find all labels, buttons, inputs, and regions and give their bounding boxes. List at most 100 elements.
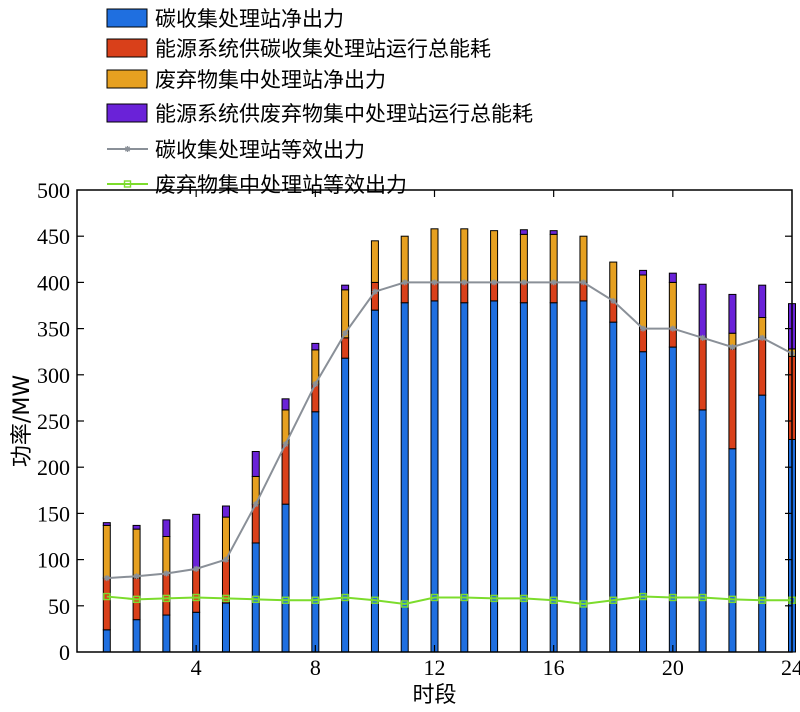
bar-s1-x8 [311, 411, 320, 653]
bar-s4-x5 [221, 505, 230, 518]
point-s5-x11 [401, 279, 408, 286]
bar-s3-x18 [609, 261, 618, 302]
point-s6-x22 [728, 595, 737, 604]
x-tick-label-12: 12 [424, 655, 446, 680]
y-tick-label-450: 450 [37, 224, 70, 249]
bar-s2-x23 [758, 337, 767, 396]
y-tick-label-50: 50 [48, 594, 70, 619]
legend-label-6: 废弃物集中处理站等效出力 [155, 173, 407, 197]
bar-s3-x20 [668, 281, 677, 330]
y-tick-label-350: 350 [37, 317, 70, 342]
point-s6-x3 [162, 594, 171, 603]
point-s6-x2 [132, 595, 141, 604]
bar-s4-x2 [132, 524, 141, 530]
point-s6-x6 [252, 595, 260, 604]
legend-label-4: 能源系统供废弃物集中处理站运行总能耗 [155, 102, 533, 126]
point-s6-x8 [311, 596, 320, 604]
bar-s4-x20 [668, 272, 677, 283]
bar-s3-x10 [370, 240, 379, 283]
bar-s2-x11 [400, 281, 409, 304]
bar-s1-x2 [132, 619, 141, 653]
point-s5-x6 [252, 501, 259, 508]
x-tick-label-16: 16 [543, 655, 565, 680]
bar-s1-x11 [400, 302, 409, 653]
point-s5-x16 [550, 279, 557, 286]
point-s5-x1 [103, 575, 110, 582]
bar-s1-x9 [341, 357, 350, 653]
bar-s2-x15 [519, 281, 528, 304]
point-s6-x16 [549, 596, 558, 604]
bar-s1-x5 [221, 602, 230, 653]
legend-label-5: 碳收集处理站等效出力 [155, 138, 365, 162]
point-s6-x7 [281, 596, 290, 604]
bar-s4-x22 [728, 293, 737, 334]
bar-s3-x16 [549, 233, 558, 283]
point-s6-x15 [520, 594, 528, 603]
bar-s2-x4 [192, 568, 201, 613]
point-s5-x15 [520, 279, 527, 286]
bar-s1-x19 [639, 351, 648, 653]
x-tick-label-20: 20 [662, 655, 684, 680]
bar-s3-x3 [162, 536, 171, 574]
point-s5-x4 [193, 565, 200, 572]
bar-s1-x20 [668, 346, 677, 653]
bar-s4-x1 [102, 522, 111, 526]
y-tick-label-100: 100 [37, 548, 70, 573]
bar-s1-x22 [728, 448, 737, 653]
legend-swatch-3 [106, 69, 148, 89]
bar-s4-x21 [698, 283, 707, 339]
bar-s2-x3 [162, 572, 171, 616]
line-s6 [106, 595, 792, 605]
point-s6-x17 [579, 600, 588, 608]
bar-s2-x1 [102, 577, 111, 631]
tick-layer: 0 50 100 150 200 250 300 350 400 450 500 4 8 12 16 20 24 [37, 178, 800, 680]
line-layer [103, 279, 796, 608]
y-tick-label-250: 250 [37, 409, 70, 434]
point-s6-x10 [371, 596, 379, 604]
bar-s2-x7 [281, 443, 290, 505]
point-s5-x13 [461, 279, 468, 286]
bar-s3-x14 [490, 230, 499, 283]
bar-s3-x13 [460, 228, 469, 283]
point-s5-x18 [610, 297, 617, 304]
point-s5-x14 [491, 279, 498, 286]
bar-s3-x17 [579, 235, 588, 283]
bar-s4-x15 [519, 229, 528, 235]
x-tick-label-4: 4 [191, 655, 202, 680]
point-s6-x13 [460, 593, 468, 602]
point-s5-x22 [729, 344, 736, 351]
bar-s1-x7 [281, 503, 290, 653]
point-s5-x5 [222, 556, 229, 563]
point-s6-x23 [758, 596, 766, 604]
bar-s3-x1 [102, 524, 111, 579]
point-s5-x2 [133, 573, 140, 580]
bar-s4-x6 [251, 450, 260, 477]
legend-label-2: 能源系统供碳收集处理站运行总能耗 [155, 37, 491, 61]
x-axis-title: 时段 [412, 683, 456, 708]
point-s6-x20 [669, 593, 677, 602]
bar-s4-x16 [549, 230, 558, 235]
legend-swatch-1 [106, 8, 148, 28]
point-s6-x1 [103, 592, 111, 601]
bar-s1-x17 [579, 300, 588, 653]
bar-s3-x23 [758, 317, 767, 339]
bar-s2-x22 [728, 348, 737, 450]
bar-s1-x1 [102, 629, 111, 653]
point-s6-x12 [430, 593, 439, 602]
legend: 碳收集处理站净出力能源系统供碳收集处理站运行总能耗废弃物集中处理站净出力能源系统… [106, 7, 533, 197]
bar-s4-x9 [341, 284, 350, 291]
point-s5-x23 [759, 334, 766, 341]
legend-label-3: 废弃物集中处理站净出力 [155, 68, 386, 92]
bar-s4-x23 [758, 284, 767, 319]
point-s6-x19 [639, 592, 647, 601]
point-s5-x3 [163, 570, 170, 577]
y-tick-label-0: 0 [59, 640, 70, 665]
bar-s4-x8 [311, 342, 320, 351]
bar-layer [102, 228, 796, 653]
point-s5-x20 [669, 325, 676, 332]
y-axis-title: 功率/MW [10, 375, 35, 467]
bar-s4-x19 [639, 269, 648, 276]
bar-s2-x9 [341, 337, 350, 359]
bar-s2-x19 [639, 328, 648, 353]
bar-s1-x21 [698, 409, 707, 653]
